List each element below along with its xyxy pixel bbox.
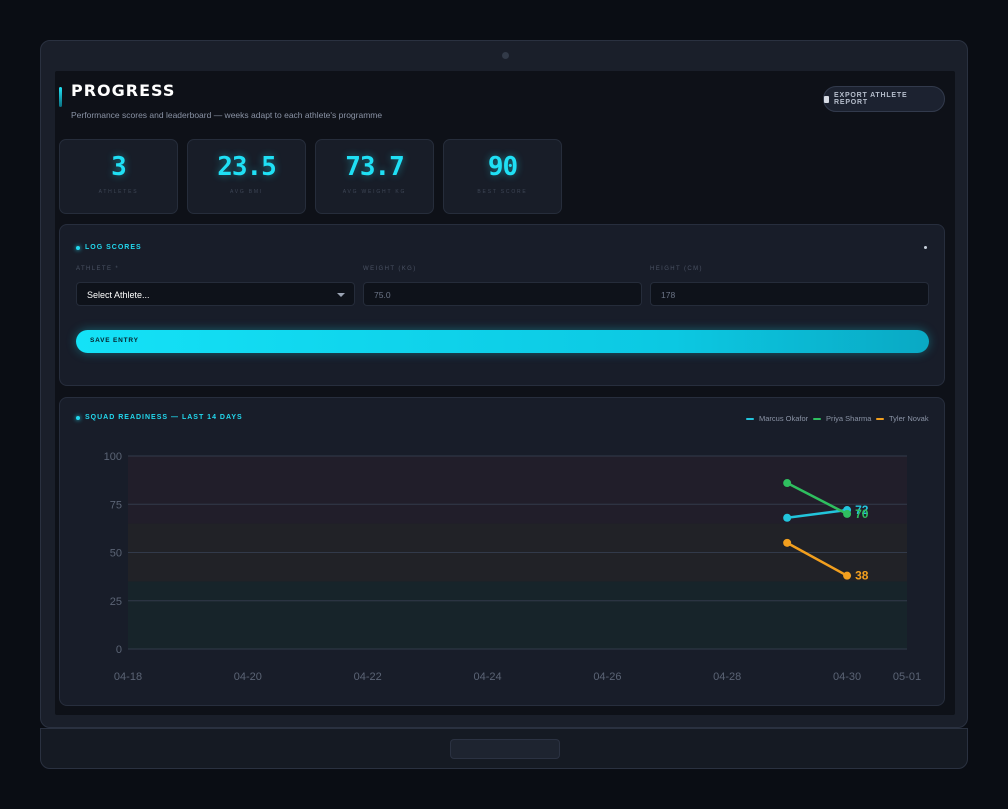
x-tick-label: 04-18 bbox=[114, 671, 142, 683]
series-end-label: 38 bbox=[855, 569, 869, 583]
data-point bbox=[843, 509, 852, 518]
x-tick-label: 04-24 bbox=[473, 671, 501, 683]
series-line-0 bbox=[785, 508, 849, 520]
laptop-frame: PROGRESS Performance scores and leaderbo… bbox=[40, 40, 968, 728]
page-subtitle: Performance scores and leaderboard — wee… bbox=[71, 110, 383, 120]
stat-card-athletes: 3 Athletes bbox=[59, 139, 178, 214]
legend-label: Priya Sharma bbox=[826, 414, 872, 423]
weight-label: Weight (KG) bbox=[363, 266, 417, 272]
camera-dot bbox=[502, 52, 509, 59]
x-tick-label: 04-28 bbox=[713, 671, 741, 683]
trackpad bbox=[450, 739, 560, 759]
section-dot-icon bbox=[76, 245, 80, 250]
document-icon bbox=[824, 95, 829, 103]
legend-label: Marcus Okafor bbox=[759, 414, 809, 423]
series-line-2 bbox=[785, 541, 849, 577]
y-tick-label: 25 bbox=[110, 596, 122, 608]
athlete-label: Athlete * bbox=[76, 266, 120, 272]
legend-item-marcus[interactable]: Marcus Okafor bbox=[746, 414, 808, 423]
x-tick-label: 04-30 bbox=[833, 671, 861, 683]
series-line-1 bbox=[785, 481, 849, 516]
export-report-button[interactable]: Export Athlete Report bbox=[823, 86, 945, 112]
stat-value: 3 bbox=[111, 152, 127, 182]
readiness-chart: 100 75 50 25 0 04-18 04-20 04-22 04-24 04-26 04-28… bbox=[104, 451, 921, 683]
save-entry-button[interactable]: Save Entry bbox=[76, 330, 929, 353]
log-scores-title: Log Scores bbox=[76, 244, 142, 251]
legend-swatch bbox=[813, 417, 821, 420]
section-dot-icon bbox=[76, 415, 80, 420]
stat-label: Avg BMI bbox=[229, 189, 264, 195]
athlete-select[interactable]: Select Athlete... bbox=[76, 282, 355, 306]
laptop-base bbox=[40, 728, 968, 769]
legend-swatch bbox=[876, 417, 884, 420]
chevron-down-icon bbox=[337, 293, 345, 297]
save-entry-label: Save Entry bbox=[90, 337, 139, 344]
data-point bbox=[783, 479, 792, 488]
y-tick-label: 0 bbox=[116, 644, 122, 656]
stat-card-avg-weight: 73.7 Avg Weight KG bbox=[315, 139, 434, 214]
legend-label: Tyler Novak bbox=[889, 414, 929, 423]
readiness-title: Squad Readiness — Last 14 Days bbox=[76, 414, 243, 421]
stat-label: Athletes bbox=[98, 189, 139, 195]
height-label: Height (CM) bbox=[650, 266, 703, 272]
legend-item-tyler[interactable]: Tyler Novak bbox=[876, 414, 929, 423]
x-tick-label: 05-01 bbox=[893, 671, 921, 683]
data-point bbox=[843, 571, 852, 580]
weight-input[interactable]: 75.0 bbox=[363, 282, 642, 306]
series-end-label: 70 bbox=[855, 507, 869, 521]
height-input[interactable]: 178 bbox=[650, 282, 929, 306]
zone-low bbox=[128, 581, 907, 649]
stat-label: Best Score bbox=[477, 189, 528, 195]
stat-card-avg-bmi: 23.5 Avg BMI bbox=[187, 139, 306, 214]
x-tick-label: 04-22 bbox=[354, 671, 382, 683]
x-tick-label: 04-20 bbox=[234, 671, 262, 683]
stat-value: 23.5 bbox=[217, 152, 277, 182]
stat-value: 90 bbox=[487, 152, 518, 182]
series-end-label: 72 bbox=[855, 503, 869, 517]
y-tick-label: 100 bbox=[104, 451, 122, 463]
athlete-select-value: Select Athlete... bbox=[87, 290, 150, 300]
data-point bbox=[783, 513, 792, 522]
page-title: PROGRESS bbox=[71, 81, 176, 100]
stat-value: 73.7 bbox=[345, 152, 405, 182]
stat-label: Avg Weight KG bbox=[342, 189, 407, 195]
export-report-label: Export Athlete Report bbox=[834, 92, 908, 106]
collapse-toggle[interactable] bbox=[924, 246, 927, 249]
squad-readiness-card: 100 75 50 25 0 04-18 04-20 04-22 04-24 04-26 04-28… bbox=[59, 397, 945, 706]
x-tick-label: 04-26 bbox=[593, 671, 621, 683]
y-tick-label: 75 bbox=[110, 499, 122, 511]
log-scores-card: Log Scores Athlete * Select Athlete... W… bbox=[59, 224, 945, 386]
data-point bbox=[783, 538, 792, 547]
legend-item-priya[interactable]: Priya Sharma bbox=[813, 414, 871, 423]
app-screen: PROGRESS Performance scores and leaderbo… bbox=[55, 71, 955, 715]
title-accent-bar bbox=[59, 87, 62, 107]
zone-high bbox=[128, 456, 907, 524]
stat-card-best-score: 90 Best Score bbox=[443, 139, 562, 214]
y-tick-label: 50 bbox=[110, 548, 122, 560]
legend-swatch bbox=[746, 417, 754, 420]
